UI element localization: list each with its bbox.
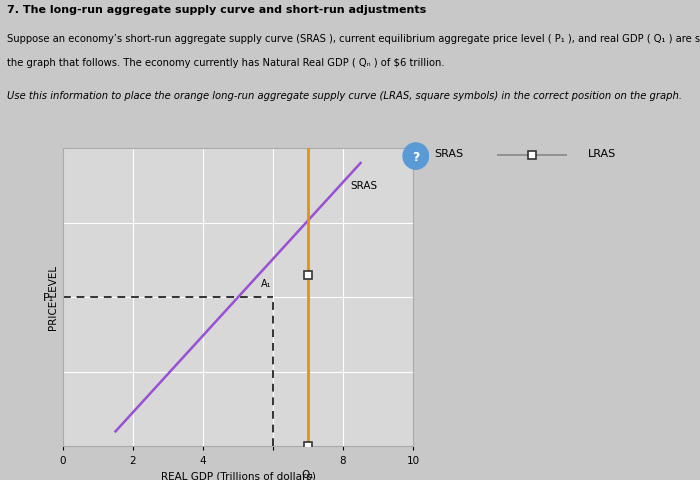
- Circle shape: [403, 144, 428, 170]
- Text: SRAS: SRAS: [350, 181, 377, 191]
- Text: P₁: P₁: [43, 293, 55, 302]
- Text: the graph that follows. The economy currently has Natural Real GDP ( Qₙ ) of $6 : the graph that follows. The economy curr…: [7, 58, 444, 68]
- Text: Q₁: Q₁: [302, 468, 314, 479]
- Y-axis label: PRICE LEVEL: PRICE LEVEL: [49, 265, 59, 330]
- Text: A₁: A₁: [260, 279, 272, 288]
- Text: LRAS: LRAS: [588, 149, 616, 158]
- Text: 7. The long-run aggregate supply curve and short-run adjustments: 7. The long-run aggregate supply curve a…: [7, 5, 426, 15]
- X-axis label: REAL GDP (Trillions of dollars): REAL GDP (Trillions of dollars): [160, 471, 316, 480]
- Text: ?: ?: [412, 150, 419, 163]
- Text: SRAS: SRAS: [434, 149, 463, 158]
- Text: Use this information to place the orange long-run aggregate supply curve (LRAS, : Use this information to place the orange…: [7, 91, 682, 101]
- Text: Suppose an economy’s short-run aggregate supply curve (SRAS ), current equilibri: Suppose an economy’s short-run aggregate…: [7, 34, 700, 44]
